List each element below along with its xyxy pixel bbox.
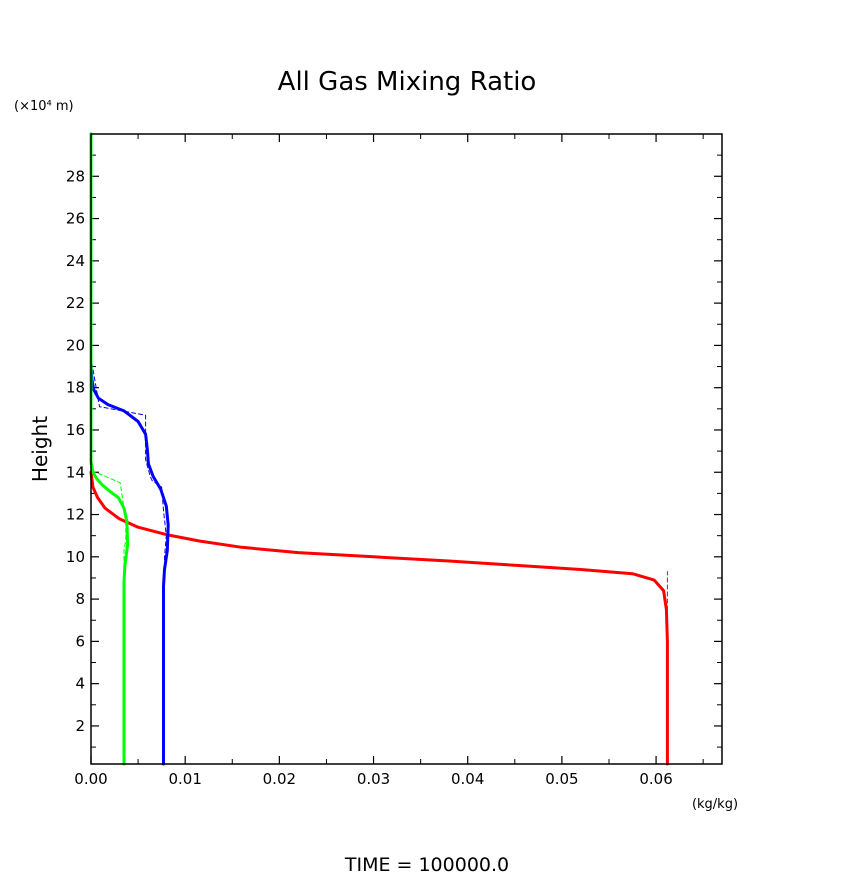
x-tick-label: 0.01: [168, 770, 201, 788]
y-unit-label: (×10⁴ m): [14, 99, 74, 114]
axis-ticks: 0.00 0.01 0.02 0.03 0.04 0.05 0.06246810121416…: [66, 134, 722, 788]
x-tick-label: 0.05: [545, 770, 578, 788]
y-tick-label: 10: [66, 548, 85, 566]
plot-frame: [90, 133, 723, 765]
series-line-0-solid: [89, 470, 669, 766]
x-tick-label: 0.00: [74, 770, 107, 788]
y-tick-label: 22: [66, 294, 85, 312]
x-tick-label: 0.04: [451, 770, 484, 788]
chart-title: All Gas Mixing Ratio: [278, 67, 537, 97]
y-tick-label: 24: [66, 252, 85, 270]
time-footer: TIME = 100000.0: [344, 854, 509, 876]
y-tick-label: 18: [66, 379, 85, 397]
y-tick-label: 26: [66, 210, 85, 228]
x-axis-label: (kg/kg): [692, 797, 738, 812]
y-tick-label: 12: [66, 506, 85, 524]
y-tick-label: 28: [66, 167, 85, 185]
series-line-4-solid: [89, 132, 130, 766]
series-group: [89, 132, 669, 766]
series-line-3-dashed: [90, 357, 167, 575]
y-axis-label: Height: [28, 416, 52, 482]
x-tick-label: 0.03: [357, 770, 390, 788]
y-tick-label: 20: [66, 336, 85, 354]
y-tick-label: 14: [66, 463, 85, 481]
y-tick-label: 2: [75, 717, 85, 735]
x-tick-label: 0.06: [639, 770, 672, 788]
y-tick-label: 16: [66, 421, 85, 439]
series-line-2-solid: [89, 132, 170, 766]
x-tick-label: 0.02: [263, 770, 296, 788]
y-tick-label: 6: [75, 632, 85, 650]
y-tick-label: 4: [75, 675, 85, 693]
series-line-5-dashed: [90, 446, 127, 568]
y-tick-label: 8: [75, 590, 85, 608]
